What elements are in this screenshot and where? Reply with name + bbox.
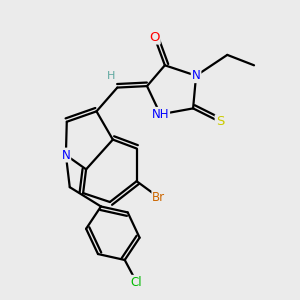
- Text: O: O: [149, 31, 160, 44]
- Text: Cl: Cl: [131, 276, 142, 289]
- Text: S: S: [216, 115, 224, 128]
- Text: N: N: [61, 148, 70, 162]
- Text: N: N: [192, 69, 200, 82]
- Text: Br: Br: [152, 191, 166, 204]
- Text: NH: NH: [152, 108, 169, 121]
- Text: H: H: [107, 71, 116, 81]
